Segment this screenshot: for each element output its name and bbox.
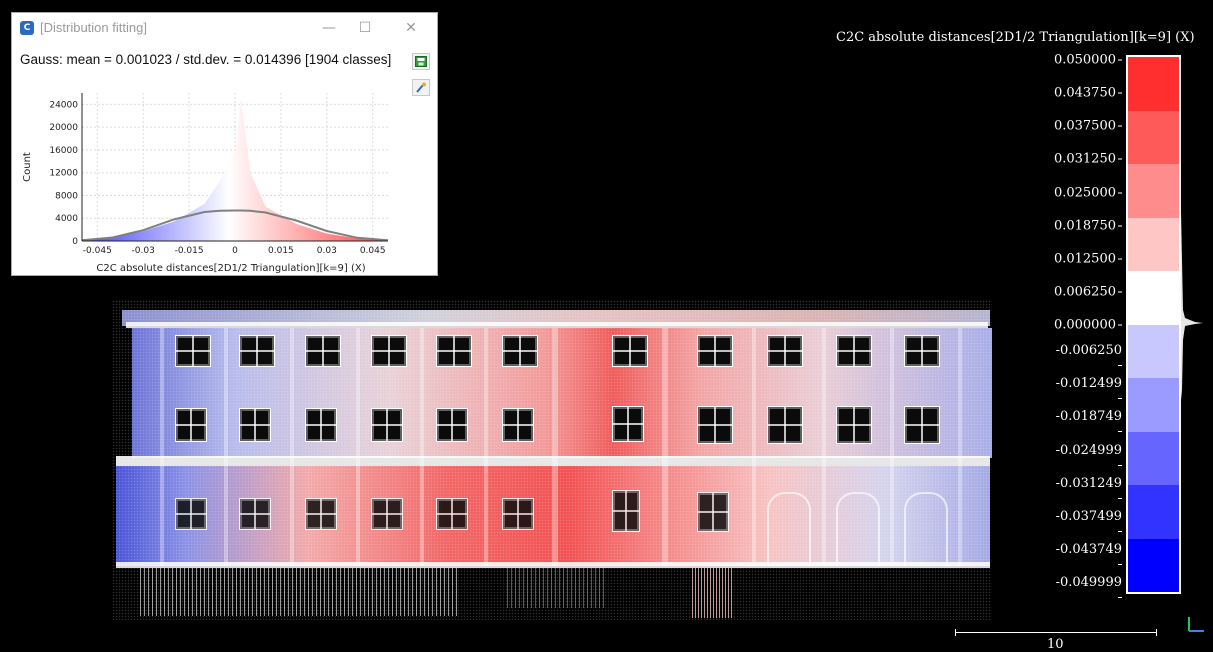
color-scale-tick: -0.012499 bbox=[1052, 376, 1122, 406]
gauss-fit-text: Gauss: mean = 0.001023 / std.dev. = 0.01… bbox=[20, 52, 392, 67]
color-scale-segment bbox=[1128, 538, 1179, 592]
color-scale-segment bbox=[1128, 378, 1179, 433]
minimize-icon[interactable]: — bbox=[322, 20, 336, 36]
x-tick-label: -0.045 bbox=[83, 246, 112, 256]
scale-side-histogram bbox=[1181, 210, 1203, 400]
dialog-title: [Distribution fitting] bbox=[40, 20, 147, 35]
y-tick-label: 24000 bbox=[49, 100, 78, 110]
color-scale-tick: -0.049999 bbox=[1052, 575, 1122, 605]
y-tick-label: 0 bbox=[72, 237, 78, 247]
color-scale-segment bbox=[1128, 324, 1179, 379]
color-scale-tick: 0.031250 bbox=[1052, 152, 1122, 167]
color-scale-tick: 0.050000 bbox=[1052, 53, 1122, 68]
color-scale-tick: 0.006250 bbox=[1052, 284, 1122, 299]
close-icon[interactable]: ✕ bbox=[405, 20, 417, 36]
y-tick-label: 4000 bbox=[55, 214, 78, 224]
y-tick-labels: 0 4000 8000 12000 16000 20000 24000 bbox=[49, 100, 78, 247]
x-tick-label: 0 bbox=[232, 246, 238, 256]
pick-button[interactable] bbox=[412, 79, 430, 96]
maximize-icon[interactable]: ☐ bbox=[358, 20, 372, 36]
color-scale-segment bbox=[1128, 110, 1179, 165]
save-button[interactable] bbox=[412, 53, 430, 70]
color-scale-title: C2C absolute distances[2D1/2 Triangulati… bbox=[836, 30, 1195, 45]
color-scale-tick: -0.043749 bbox=[1052, 542, 1122, 572]
gauss-curve bbox=[81, 209, 389, 242]
color-scale-tick: 0.043750 bbox=[1052, 86, 1122, 101]
x-tick-label: 0.045 bbox=[360, 246, 386, 256]
color-scale-tick: 0.012500 bbox=[1052, 251, 1122, 266]
color-scale-segment bbox=[1128, 164, 1179, 219]
color-scale-segment bbox=[1128, 485, 1179, 540]
color-scale-tick: -0.037499 bbox=[1052, 509, 1122, 539]
cloudcompare-icon: C bbox=[20, 21, 34, 35]
x-tick-label: 0.015 bbox=[268, 246, 294, 256]
color-scale-tick: -0.006250 bbox=[1052, 343, 1122, 373]
color-scale-segment bbox=[1128, 431, 1179, 486]
color-scale-tick: 0.037500 bbox=[1052, 119, 1122, 134]
y-axis-label: Count bbox=[22, 152, 33, 182]
point-cloud-facade bbox=[112, 300, 992, 620]
y-tick-label: 12000 bbox=[49, 169, 78, 179]
color-scale-tick: 0.018750 bbox=[1052, 218, 1122, 233]
axis-tripod-icon bbox=[1188, 617, 1204, 632]
y-tick-label: 20000 bbox=[49, 123, 78, 133]
y-tick-label: 16000 bbox=[49, 146, 78, 156]
color-scale-tick: -0.031249 bbox=[1052, 476, 1122, 506]
scale-bar-line bbox=[955, 629, 1157, 636]
x-tick-label: -0.03 bbox=[132, 246, 155, 256]
distribution-fitting-dialog: C [Distribution fitting] — ☐ ✕ Gauss: me… bbox=[11, 12, 438, 276]
save-icon bbox=[415, 56, 427, 67]
x-tick-labels: -0.045 -0.03 -0.015 0 0.015 0.03 0.045 bbox=[83, 246, 386, 256]
x-tick-label: -0.015 bbox=[175, 246, 204, 256]
color-scale-tick: 0.025000 bbox=[1052, 185, 1122, 200]
x-axis-label: C2C absolute distances[2D1/2 Triangulati… bbox=[96, 263, 365, 274]
pick-icon bbox=[416, 82, 426, 93]
x-tick-label: 0.03 bbox=[317, 246, 337, 256]
color-scale-tick: -0.018749 bbox=[1052, 409, 1122, 439]
dialog-titlebar[interactable]: C [Distribution fitting] — ☐ ✕ bbox=[12, 13, 437, 43]
color-scale-segment bbox=[1128, 217, 1179, 272]
color-scale-bar bbox=[1126, 55, 1181, 594]
y-tick-label: 8000 bbox=[55, 191, 78, 201]
color-scale-segment bbox=[1128, 271, 1179, 326]
histogram-area bbox=[82, 98, 388, 241]
color-scale-tick: 0.000000 bbox=[1052, 318, 1122, 333]
color-scale-segment bbox=[1128, 57, 1179, 112]
color-scale-tick: -0.024999 bbox=[1052, 443, 1122, 473]
scale-bar-label: 10 bbox=[1047, 637, 1064, 652]
